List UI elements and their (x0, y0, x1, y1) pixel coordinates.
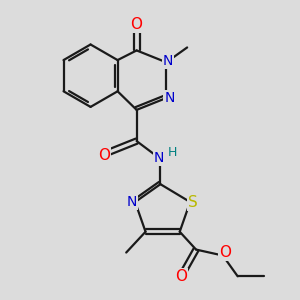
Text: O: O (98, 148, 110, 163)
Text: N: N (127, 195, 137, 209)
Text: H: H (168, 146, 178, 159)
Text: N: N (164, 91, 175, 105)
Text: N: N (163, 54, 173, 68)
Text: O: O (219, 245, 231, 260)
Text: N: N (154, 151, 164, 165)
Text: O: O (130, 17, 142, 32)
Text: O: O (175, 269, 187, 284)
Text: S: S (188, 194, 198, 209)
